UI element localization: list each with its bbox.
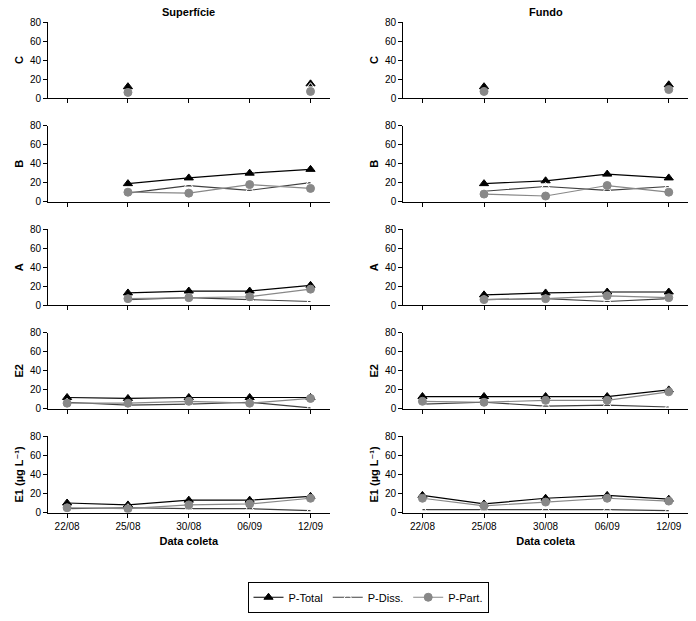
- svg-text:0: 0: [35, 196, 41, 207]
- svg-text:06/09: 06/09: [595, 521, 620, 532]
- svg-text:0: 0: [35, 300, 41, 311]
- svg-text:40: 40: [385, 158, 397, 169]
- svg-text:60: 60: [30, 346, 42, 357]
- svg-text:40: 40: [385, 55, 397, 66]
- svg-text:40: 40: [385, 469, 397, 480]
- svg-text:40: 40: [30, 158, 42, 169]
- svg-text:20: 20: [30, 74, 42, 85]
- svg-text:0: 0: [391, 196, 397, 207]
- svg-text:20: 20: [385, 384, 397, 395]
- svg-text:60: 60: [30, 243, 42, 254]
- svg-text:E1 (µg L⁻¹): E1 (µg L⁻¹): [368, 446, 380, 502]
- svg-text:25/08: 25/08: [472, 521, 497, 532]
- svg-text:80: 80: [385, 431, 397, 442]
- svg-text:A: A: [368, 263, 380, 271]
- svg-text:12/09: 12/09: [656, 521, 681, 532]
- svg-text:25/08: 25/08: [115, 521, 140, 532]
- svg-text:40: 40: [30, 55, 42, 66]
- svg-text:60: 60: [30, 139, 42, 150]
- svg-text:20: 20: [385, 74, 397, 85]
- svg-text:0: 0: [391, 93, 397, 104]
- svg-text:40: 40: [385, 365, 397, 376]
- svg-text:22/08: 22/08: [55, 521, 80, 532]
- svg-text:80: 80: [30, 431, 42, 442]
- svg-text:P-Diss.: P-Diss.: [368, 592, 403, 604]
- svg-text:0: 0: [391, 507, 397, 518]
- svg-text:Data coleta: Data coleta: [159, 535, 219, 547]
- svg-text:60: 60: [30, 36, 42, 47]
- svg-text:80: 80: [30, 327, 42, 338]
- svg-text:80: 80: [385, 17, 397, 28]
- svg-text:20: 20: [385, 281, 397, 292]
- svg-text:06/09: 06/09: [237, 521, 262, 532]
- svg-text:30/08: 30/08: [533, 521, 558, 532]
- svg-text:Data coleta: Data coleta: [516, 535, 576, 547]
- svg-text:20: 20: [30, 177, 42, 188]
- svg-text:80: 80: [30, 120, 42, 131]
- svg-text:20: 20: [30, 281, 42, 292]
- svg-text:E2: E2: [368, 364, 380, 377]
- svg-text:C: C: [368, 56, 380, 64]
- svg-text:0: 0: [391, 403, 397, 414]
- svg-text:22/08: 22/08: [410, 521, 435, 532]
- svg-text:P-Part.: P-Part.: [448, 592, 482, 604]
- svg-text:60: 60: [385, 36, 397, 47]
- svg-text:P-Total: P-Total: [289, 592, 323, 604]
- svg-text:20: 20: [385, 177, 397, 188]
- svg-text:80: 80: [30, 17, 42, 28]
- svg-text:B: B: [13, 160, 25, 168]
- svg-text:60: 60: [385, 139, 397, 150]
- svg-text:60: 60: [385, 243, 397, 254]
- svg-text:60: 60: [30, 450, 42, 461]
- svg-text:B: B: [368, 160, 380, 168]
- svg-text:40: 40: [385, 262, 397, 273]
- svg-text:40: 40: [30, 365, 42, 376]
- svg-text:60: 60: [385, 450, 397, 461]
- svg-text:0: 0: [35, 507, 41, 518]
- svg-text:30/08: 30/08: [176, 521, 201, 532]
- svg-text:80: 80: [30, 224, 42, 235]
- svg-text:40: 40: [30, 469, 42, 480]
- svg-text:80: 80: [385, 120, 397, 131]
- svg-text:C: C: [13, 56, 25, 64]
- svg-text:40: 40: [30, 262, 42, 273]
- svg-text:20: 20: [30, 488, 42, 499]
- svg-text:E2: E2: [13, 364, 25, 377]
- svg-text:80: 80: [385, 327, 397, 338]
- svg-text:Fundo: Fundo: [529, 6, 563, 18]
- svg-text:12/09: 12/09: [298, 521, 323, 532]
- svg-text:0: 0: [391, 300, 397, 311]
- svg-text:20: 20: [30, 384, 42, 395]
- svg-text:Superfície: Superfície: [162, 6, 215, 18]
- svg-text:0: 0: [35, 403, 41, 414]
- svg-text:80: 80: [385, 224, 397, 235]
- svg-text:0: 0: [35, 93, 41, 104]
- svg-text:E1 (µg L⁻¹): E1 (µg L⁻¹): [13, 446, 25, 502]
- svg-text:60: 60: [385, 346, 397, 357]
- svg-text:20: 20: [385, 488, 397, 499]
- svg-text:A: A: [13, 263, 25, 271]
